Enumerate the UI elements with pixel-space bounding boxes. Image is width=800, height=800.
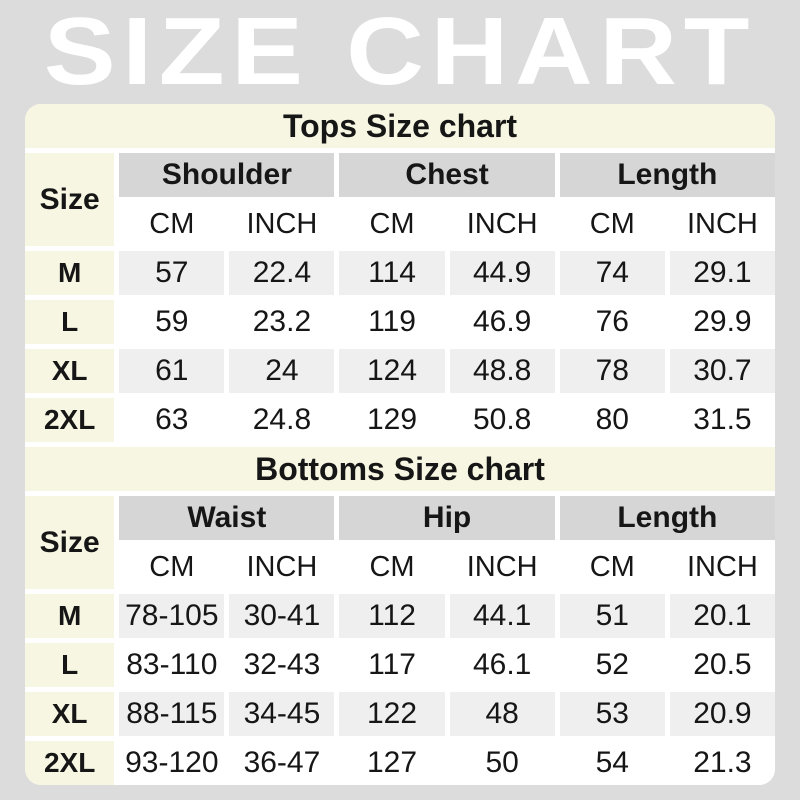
table-cell: 36-47: [229, 741, 335, 785]
table-cell: 129: [339, 398, 445, 442]
table-row: 2XL 63 24.8 129 50.8 80 31.5: [25, 398, 775, 442]
table-cell: 127: [339, 741, 445, 785]
table-cell: 48.8: [449, 349, 555, 393]
unit-header: INCH: [229, 202, 335, 246]
table-cell: 21.3: [669, 741, 775, 785]
table-cell: 50.8: [449, 398, 555, 442]
column-header-length: Length: [559, 496, 775, 540]
size-label: L: [25, 300, 115, 344]
table-cell: 57: [119, 251, 225, 295]
table-cell: 52: [559, 643, 665, 687]
table-cell: 78: [559, 349, 665, 393]
table-row: L 83-110 32-43 117 46.1 52 20.5: [25, 643, 775, 687]
table-cell: 78-105: [119, 594, 225, 638]
table-unit-row: CM INCH CM INCH CM INCH: [25, 202, 775, 246]
table-cell: 54: [559, 741, 665, 785]
table-cell: 117: [339, 643, 445, 687]
tops-table-title: Tops Size chart: [25, 104, 775, 148]
column-header-shoulder: Shoulder: [119, 153, 335, 197]
table-row: XL 61 24 124 48.8 78 30.7: [25, 349, 775, 393]
table-row: XL 88-115 34-45 122 48 53 20.9: [25, 692, 775, 736]
unit-header: INCH: [669, 202, 775, 246]
unit-header: INCH: [449, 545, 555, 589]
size-label: 2XL: [25, 398, 115, 442]
table-cell: 61: [119, 349, 225, 393]
table-row: L 59 23.2 119 46.9 76 29.9: [25, 300, 775, 344]
table-cell: 53: [559, 692, 665, 736]
table-cell: 88-115: [119, 692, 225, 736]
size-column-header: Size: [25, 496, 115, 589]
unit-header: CM: [559, 202, 665, 246]
table-cell: 29.9: [669, 300, 775, 344]
table-header-row: Size Shoulder Chest Length: [25, 153, 775, 246]
table-cell: 22.4: [229, 251, 335, 295]
table-cell: 31.5: [669, 398, 775, 442]
table-cell: 20.9: [669, 692, 775, 736]
table-cell: 32-43: [229, 643, 335, 687]
table-cell: 44.1: [449, 594, 555, 638]
table-cell: 24: [229, 349, 335, 393]
size-label: L: [25, 643, 115, 687]
unit-header: INCH: [449, 202, 555, 246]
size-label: XL: [25, 692, 115, 736]
table-cell: 51: [559, 594, 665, 638]
table-cell: 124: [339, 349, 445, 393]
unit-header: INCH: [669, 545, 775, 589]
table-cell: 30.7: [669, 349, 775, 393]
table-cell: 44.9: [449, 251, 555, 295]
size-column-header: Size: [25, 153, 115, 246]
table-cell: 46.9: [449, 300, 555, 344]
size-label: M: [25, 251, 115, 295]
table-title-row: Tops Size chart: [25, 104, 775, 148]
table-cell: 20.5: [669, 643, 775, 687]
table-row: M 57 22.4 114 44.9 74 29.1: [25, 251, 775, 295]
column-header-hip: Hip: [339, 496, 555, 540]
page-title-text: SIZE CHART: [43, 0, 757, 105]
table-cell: 63: [119, 398, 225, 442]
table-cell: 119: [339, 300, 445, 344]
table-row: M 78-105 30-41 112 44.1 51 20.1: [25, 594, 775, 638]
column-header-chest: Chest: [339, 153, 555, 197]
table-cell: 34-45: [229, 692, 335, 736]
page-title: SIZE CHART: [0, 0, 800, 104]
unit-header: INCH: [229, 545, 335, 589]
table-cell: 48: [449, 692, 555, 736]
table-cell: 80: [559, 398, 665, 442]
unit-header: CM: [559, 545, 665, 589]
unit-header: CM: [119, 202, 225, 246]
table-cell: 122: [339, 692, 445, 736]
table-cell: 24.8: [229, 398, 335, 442]
table-header-row: Size Waist Hip Length: [25, 496, 775, 589]
table-title-row: Bottoms Size chart: [25, 447, 775, 491]
tops-size-table: Tops Size chart Size Shoulder Chest Leng…: [25, 104, 775, 447]
unit-header: CM: [119, 545, 225, 589]
table-cell: 29.1: [669, 251, 775, 295]
column-header-waist: Waist: [119, 496, 335, 540]
table-cell: 59: [119, 300, 225, 344]
size-label: XL: [25, 349, 115, 393]
table-cell: 83-110: [119, 643, 225, 687]
unit-header: CM: [339, 202, 445, 246]
table-cell: 76: [559, 300, 665, 344]
table-cell: 50: [449, 741, 555, 785]
table-unit-row: CM INCH CM INCH CM INCH: [25, 545, 775, 589]
bottoms-size-table: Bottoms Size chart Size Waist Hip Length…: [25, 442, 775, 785]
table-cell: 46.1: [449, 643, 555, 687]
table-row: 2XL 93-120 36-47 127 50 54 21.3: [25, 741, 775, 785]
size-label: 2XL: [25, 741, 115, 785]
column-header-length: Length: [559, 153, 775, 197]
table-cell: 20.1: [669, 594, 775, 638]
table-cell: 23.2: [229, 300, 335, 344]
size-label: M: [25, 594, 115, 638]
table-cell: 112: [339, 594, 445, 638]
table-cell: 74: [559, 251, 665, 295]
table-cell: 93-120: [119, 741, 225, 785]
unit-header: CM: [339, 545, 445, 589]
size-chart-panel: Tops Size chart Size Shoulder Chest Leng…: [25, 104, 775, 785]
bottoms-table-title: Bottoms Size chart: [25, 447, 775, 491]
table-cell: 30-41: [229, 594, 335, 638]
table-cell: 114: [339, 251, 445, 295]
